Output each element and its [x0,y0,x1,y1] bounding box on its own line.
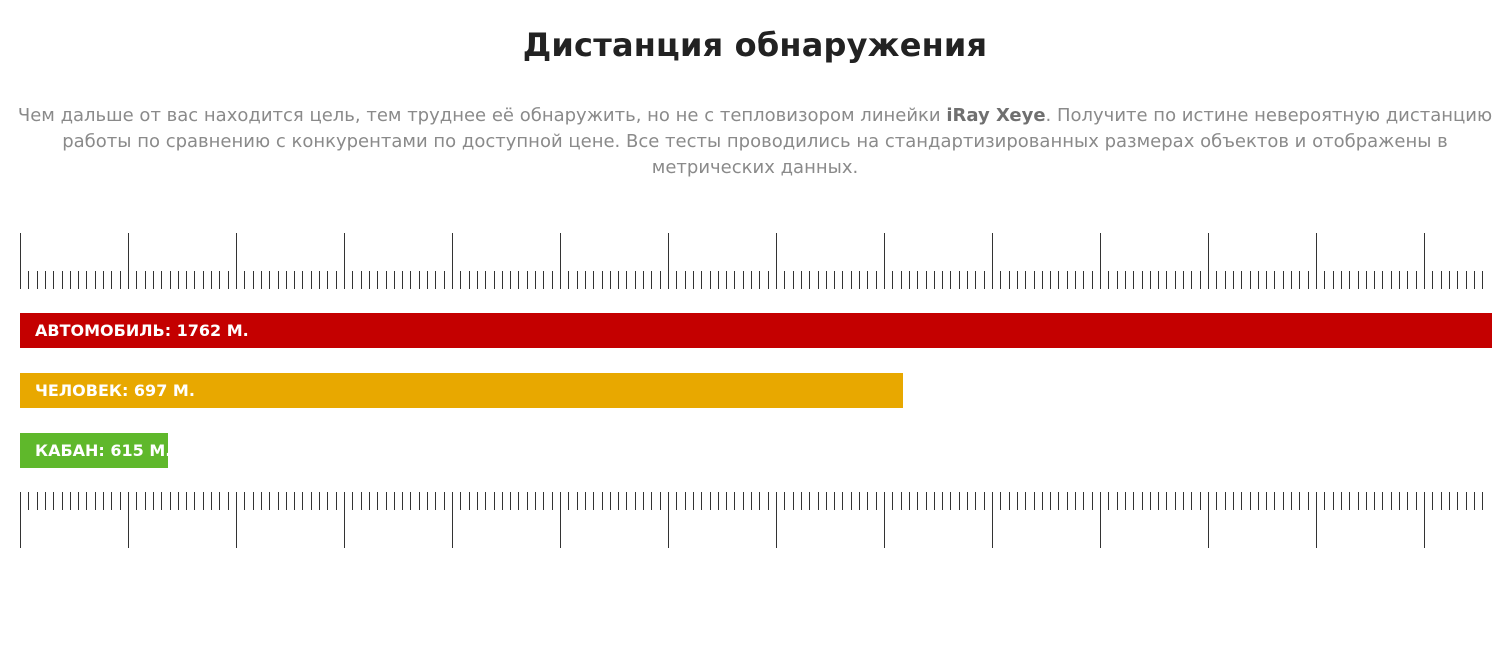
section-description: Чем дальше от вас находится цель, тем тр… [12,103,1498,181]
bar-car-label: АВТОМОБИЛЬ: 1762 М. [35,321,249,340]
product-line-name: iRay Xeye [946,105,1046,126]
bar-boar: КАБАН: 615 М. [20,433,172,468]
bar-car: АВТОМОБИЛЬ: 1762 М. [20,313,1492,348]
section-title: Дистанция обнаружения [522,26,988,64]
bar-human-label: ЧЕЛОВЕК: 697 М. [35,381,195,400]
bar-human: ЧЕЛОВЕК: 697 М. [20,373,903,408]
bar-boar-label: КАБАН: 615 М. [35,441,172,460]
ruler-bottom [20,492,1492,548]
ruler-bottom-scale [20,492,1483,548]
description-text-end: . Получите по истине невероятную дистанц… [62,105,1493,178]
ruler-top [20,233,1492,289]
description-text-start: Чем дальше от вас находится цель, тем тр… [17,105,947,126]
ruler-top-scale [20,233,1483,289]
